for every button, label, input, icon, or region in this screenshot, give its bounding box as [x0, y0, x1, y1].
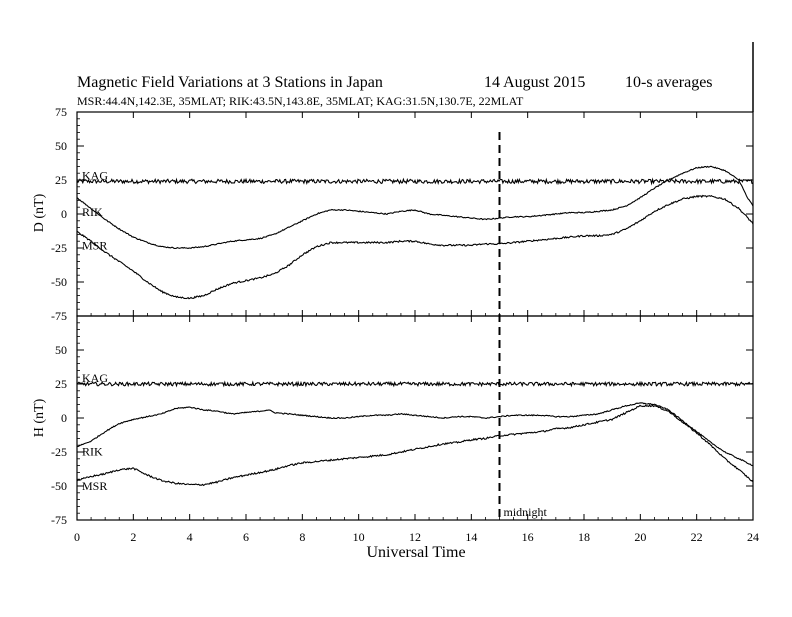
- x-tick-label: 10: [353, 530, 365, 544]
- h-panel-y-tick-label: -25: [51, 445, 67, 459]
- chart-averaging: 10-s averages: [625, 74, 713, 91]
- h-panel-frame: [76, 315, 754, 521]
- chart-subtitle: MSR:44.4N,142.3E, 35MLAT; RIK:43.5N,143.…: [77, 94, 524, 108]
- chart-date: 14 August 2015: [484, 74, 585, 91]
- x-tick-label: 12: [409, 530, 421, 544]
- x-tick-label: 4: [187, 530, 193, 544]
- x-tick-label: 8: [299, 530, 305, 544]
- x-tick-label: 2: [130, 530, 136, 544]
- x-tick-label: 24: [747, 530, 759, 544]
- d-panel-y-tick-label: -50: [51, 275, 67, 289]
- chart-marks: -75 -50 -25 0 25 50 75 KAG RIK MSR -75 -50 -25 0 25 50 K…: [51, 105, 759, 544]
- chart-title: Magnetic Field Variations at 3 Stations …: [77, 74, 383, 91]
- h-panel-series-msr: [76, 404, 754, 487]
- x-tick-label: 16: [522, 530, 534, 544]
- x-tick-label: 6: [243, 530, 249, 544]
- d-panel-y-tick-label: 75: [55, 105, 67, 119]
- d-panel-series-label-rik: RIK: [82, 205, 103, 219]
- h-panel-series-label-rik: RIK: [82, 444, 103, 458]
- x-tick-label: 18: [578, 530, 590, 544]
- d-panel-y-label: D (nT): [32, 193, 47, 232]
- h-panel-series-label-kag: KAG: [82, 371, 108, 385]
- d-panel-y-tick-label: 25: [55, 173, 67, 187]
- h-panel-y-tick-label: 0: [61, 411, 67, 425]
- d-panel-y-tick-label: -75: [51, 309, 67, 323]
- h-panel-series-label-msr: MSR: [82, 479, 107, 493]
- x-tick-label: 14: [465, 530, 477, 544]
- h-panel-series-kag: [76, 380, 754, 388]
- d-panel-series-label-msr: MSR: [82, 238, 107, 252]
- d-panel-y-tick-label: 0: [61, 207, 67, 221]
- h-panel-series-rik: [77, 402, 754, 467]
- h-panel-y-tick-label: 50: [55, 343, 67, 357]
- d-panel-series-kag: [76, 177, 753, 186]
- x-tick-label: 20: [634, 530, 646, 544]
- h-panel-y-label: H (nT): [32, 398, 47, 437]
- h-panel-y-tick-label: 25: [55, 377, 67, 391]
- midnight-marker-label: midnight: [504, 505, 548, 519]
- h-panel-y-tick-label: -75: [51, 513, 67, 527]
- d-panel-y-tick-label: 50: [55, 139, 67, 153]
- d-panel-series-label-kag: KAG: [82, 168, 108, 182]
- d-panel-series-rik: [76, 165, 754, 250]
- x-axis-title: Universal Time: [366, 544, 465, 561]
- d-panel-y-tick-label: -25: [51, 241, 67, 255]
- x-tick-label: 22: [691, 530, 703, 544]
- d-panel-series-msr: [76, 194, 754, 300]
- x-tick-label: 0: [74, 530, 80, 544]
- h-panel-y-tick-label: -50: [51, 479, 67, 493]
